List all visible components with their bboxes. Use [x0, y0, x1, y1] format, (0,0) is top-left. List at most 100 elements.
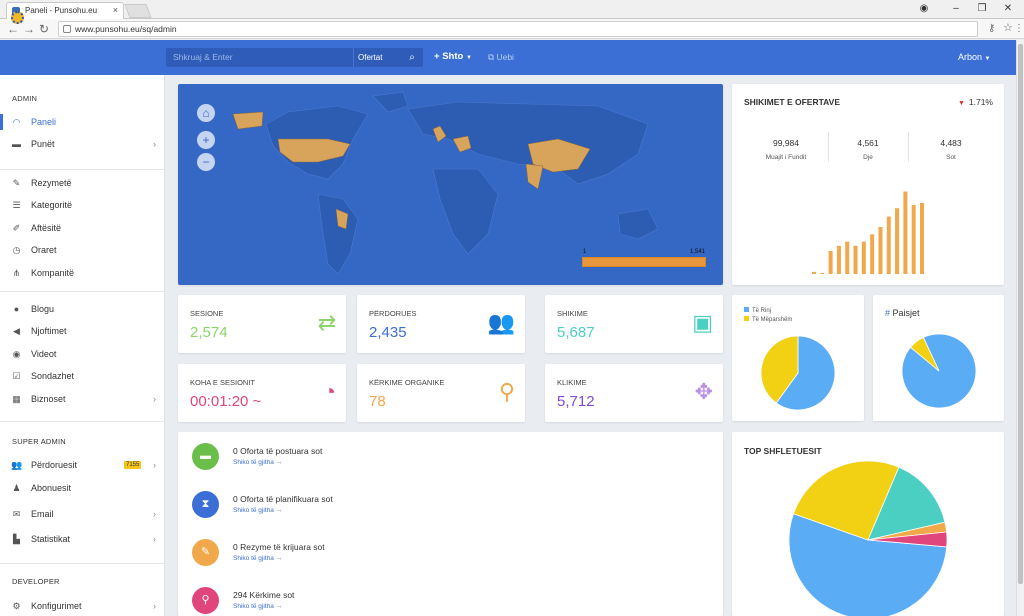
world-map[interactable]: ⌂ + − 1 1,541 — [178, 84, 723, 285]
list-icon: ☰ — [12, 200, 21, 210]
external-link-icon: ⧉ — [488, 52, 495, 62]
bar — [836, 245, 841, 274]
search-scope-select[interactable]: Ofertat — [353, 48, 401, 67]
close-tab-icon[interactable]: × — [112, 5, 118, 15]
activity-row-posted: ▬ 0 Oforta të postuara sot Shiko të gjit… — [178, 432, 723, 480]
search-user-icon: ⚲ — [192, 587, 219, 614]
sidebar-item-rezymete[interactable]: ✎ Rezymetë — [12, 178, 72, 188]
stat-users: PËRDORUES 2,435 👥 — [357, 295, 525, 353]
briefcase-icon: ▬ — [192, 443, 219, 470]
sidebar-item-konfigurimet[interactable]: ⚙ Konfigurimet › — [0, 597, 165, 615]
offer-views-change: ▼ 1.71% — [957, 97, 993, 107]
forward-icon[interactable]: → — [23, 22, 35, 36]
website-link[interactable]: ⧉ Uebi — [488, 52, 514, 62]
search-input[interactable]: Shkruaj & Enter — [166, 48, 353, 67]
stat-session-time: KOHA E SESIONIT 00:01:20 ~ ◔ — [178, 364, 346, 422]
email-icon: ✉ — [12, 509, 21, 519]
map-region-alaska — [232, 111, 264, 130]
minimize-icon[interactable]: – — [953, 3, 959, 14]
gears-icon: ⚙ — [12, 601, 21, 611]
devices-pie — [901, 333, 977, 409]
logo[interactable]: punsohu.eu ADMIN — [11, 11, 114, 24]
pie-slice — [775, 335, 836, 411]
map-zoom-out-button[interactable]: − — [197, 153, 215, 171]
sidebar-item-videot[interactable]: ◉ Videot — [12, 349, 57, 359]
address-input[interactable]: www.punsohu.eu/sq/admin — [58, 21, 978, 37]
logo-icon — [11, 11, 24, 24]
chevron-right-icon: › — [153, 601, 156, 611]
browser-tab[interactable]: Paneli - Punsohu.eu × — [6, 2, 124, 19]
bookmark-star-icon[interactable]: ☆ — [1003, 22, 1013, 34]
sidebar-item-blogu[interactable]: ● Blogu — [0, 300, 165, 318]
blog-icon: ● — [13, 304, 20, 314]
account-icon[interactable]: ◉ — [919, 3, 929, 14]
briefcase-icon: ▬ — [12, 139, 21, 149]
caret-down-icon: ▼ — [957, 100, 965, 107]
sidebar-item-oraret[interactable]: ◷ Oraret — [12, 245, 57, 255]
devices-title: # Paisjet — [885, 308, 920, 318]
sidebar-item-paneli[interactable]: ◠ Paneli — [0, 113, 165, 131]
stat-organic-searches: KËRKIME ORGANIKE 78 ⚲ — [357, 364, 525, 422]
chevron-right-icon: › — [153, 394, 156, 404]
new-tab-button[interactable] — [124, 4, 152, 18]
cursor-move-icon: ✥ — [694, 379, 713, 404]
sidebar-item-biznoset[interactable]: ▦ Biznoset › — [0, 390, 165, 408]
sidebar-item-email[interactable]: ✉ Email › — [0, 505, 165, 523]
pie-slice — [788, 513, 948, 616]
restore-icon[interactable]: ❐ — [977, 3, 987, 14]
stats-icon: ▙ — [13, 534, 20, 544]
sitemap-icon: ⋔ — [12, 268, 21, 278]
sidebar-item-kompanite[interactable]: ⋔ Kompanitë — [12, 268, 75, 278]
see-all-link[interactable]: Shiko të gjitha → — [233, 459, 283, 466]
map-legend: 1 1,541 — [582, 249, 706, 267]
stopwatch-icon: ◔ — [322, 379, 336, 404]
menu-icon[interactable]: ⋮ — [1014, 23, 1024, 34]
sidebar-item-punet[interactable]: ▬ Punët › — [0, 135, 165, 153]
key-icon[interactable]: ⚷ — [988, 23, 996, 34]
resume-icon: ✎ — [12, 178, 21, 188]
video-icon: ◉ — [12, 349, 21, 359]
top-browsers-card: TOP SHFLETUESIT — [732, 432, 1004, 616]
bar — [812, 271, 816, 274]
sidebar-item-statistikat[interactable]: ▙ Statistikat › — [0, 530, 165, 548]
search-button[interactable]: ⌕ — [401, 48, 423, 67]
see-all-link[interactable]: Shiko të gjitha → — [233, 603, 283, 610]
sidebar-item-aftesite[interactable]: ✐ Aftësitë — [12, 223, 62, 233]
dashboard-icon: ◠ — [12, 117, 21, 127]
pie-slice — [760, 335, 799, 404]
sidebar-item-perdoruesit[interactable]: 👥 Përdoruesit 7155 › — [0, 456, 165, 474]
pie-slice — [901, 333, 977, 409]
sidebar-item-sondazhet[interactable]: ☑ Sondazhet — [12, 371, 75, 381]
window-close-icon[interactable]: ✕ — [1003, 3, 1013, 14]
map-home-button[interactable]: ⌂ — [197, 104, 215, 122]
user-menu[interactable]: Arbon ▼ — [958, 52, 991, 62]
bullhorn-icon: ◀ — [13, 326, 20, 336]
bar — [853, 245, 858, 274]
sidebar-item-abonuesit[interactable]: ♟ Abonuesit — [12, 483, 72, 493]
sidebar-item-kategorite[interactable]: ☰ Kategoritë — [12, 200, 73, 210]
page-scrollbar[interactable] — [1016, 40, 1024, 616]
back-icon[interactable]: ← — [7, 22, 19, 36]
top-browsers-pie — [788, 460, 948, 616]
offer-views-title: SHIKIMET E OFERTAVE — [744, 97, 841, 107]
map-region-asia — [527, 138, 591, 173]
stat-value: 78 — [369, 393, 386, 410]
see-all-link[interactable]: Shiko të gjitha → — [233, 555, 283, 562]
chevron-right-icon: › — [153, 509, 156, 519]
subscribers-icon: ♟ — [12, 483, 21, 493]
sidebar-item-njoftimet[interactable]: ◀ Njoftimet — [0, 322, 165, 340]
sidebar-section-developer: DEVELOPER — [12, 577, 60, 586]
skills-icon: ✐ — [12, 223, 21, 233]
stat-value: 2,574 — [190, 324, 228, 341]
see-all-link[interactable]: Shiko të gjitha → — [233, 507, 283, 514]
hourglass-icon: ⧗ — [192, 491, 219, 518]
sidebar-section-admin: ADMIN — [12, 94, 38, 103]
pie-slice — [867, 531, 948, 548]
reload-icon[interactable]: ↻ — [39, 22, 50, 36]
add-dropdown-button[interactable]: + Shto ▼ — [434, 51, 472, 62]
bar — [828, 251, 833, 274]
tab-title: Paneli - Punsohu.eu — [25, 6, 98, 15]
map-zoom-in-button[interactable]: + — [197, 131, 215, 149]
chevron-right-icon: › — [153, 139, 156, 149]
stat-clicks: KLIKIME 5,712 ✥ — [545, 364, 723, 422]
